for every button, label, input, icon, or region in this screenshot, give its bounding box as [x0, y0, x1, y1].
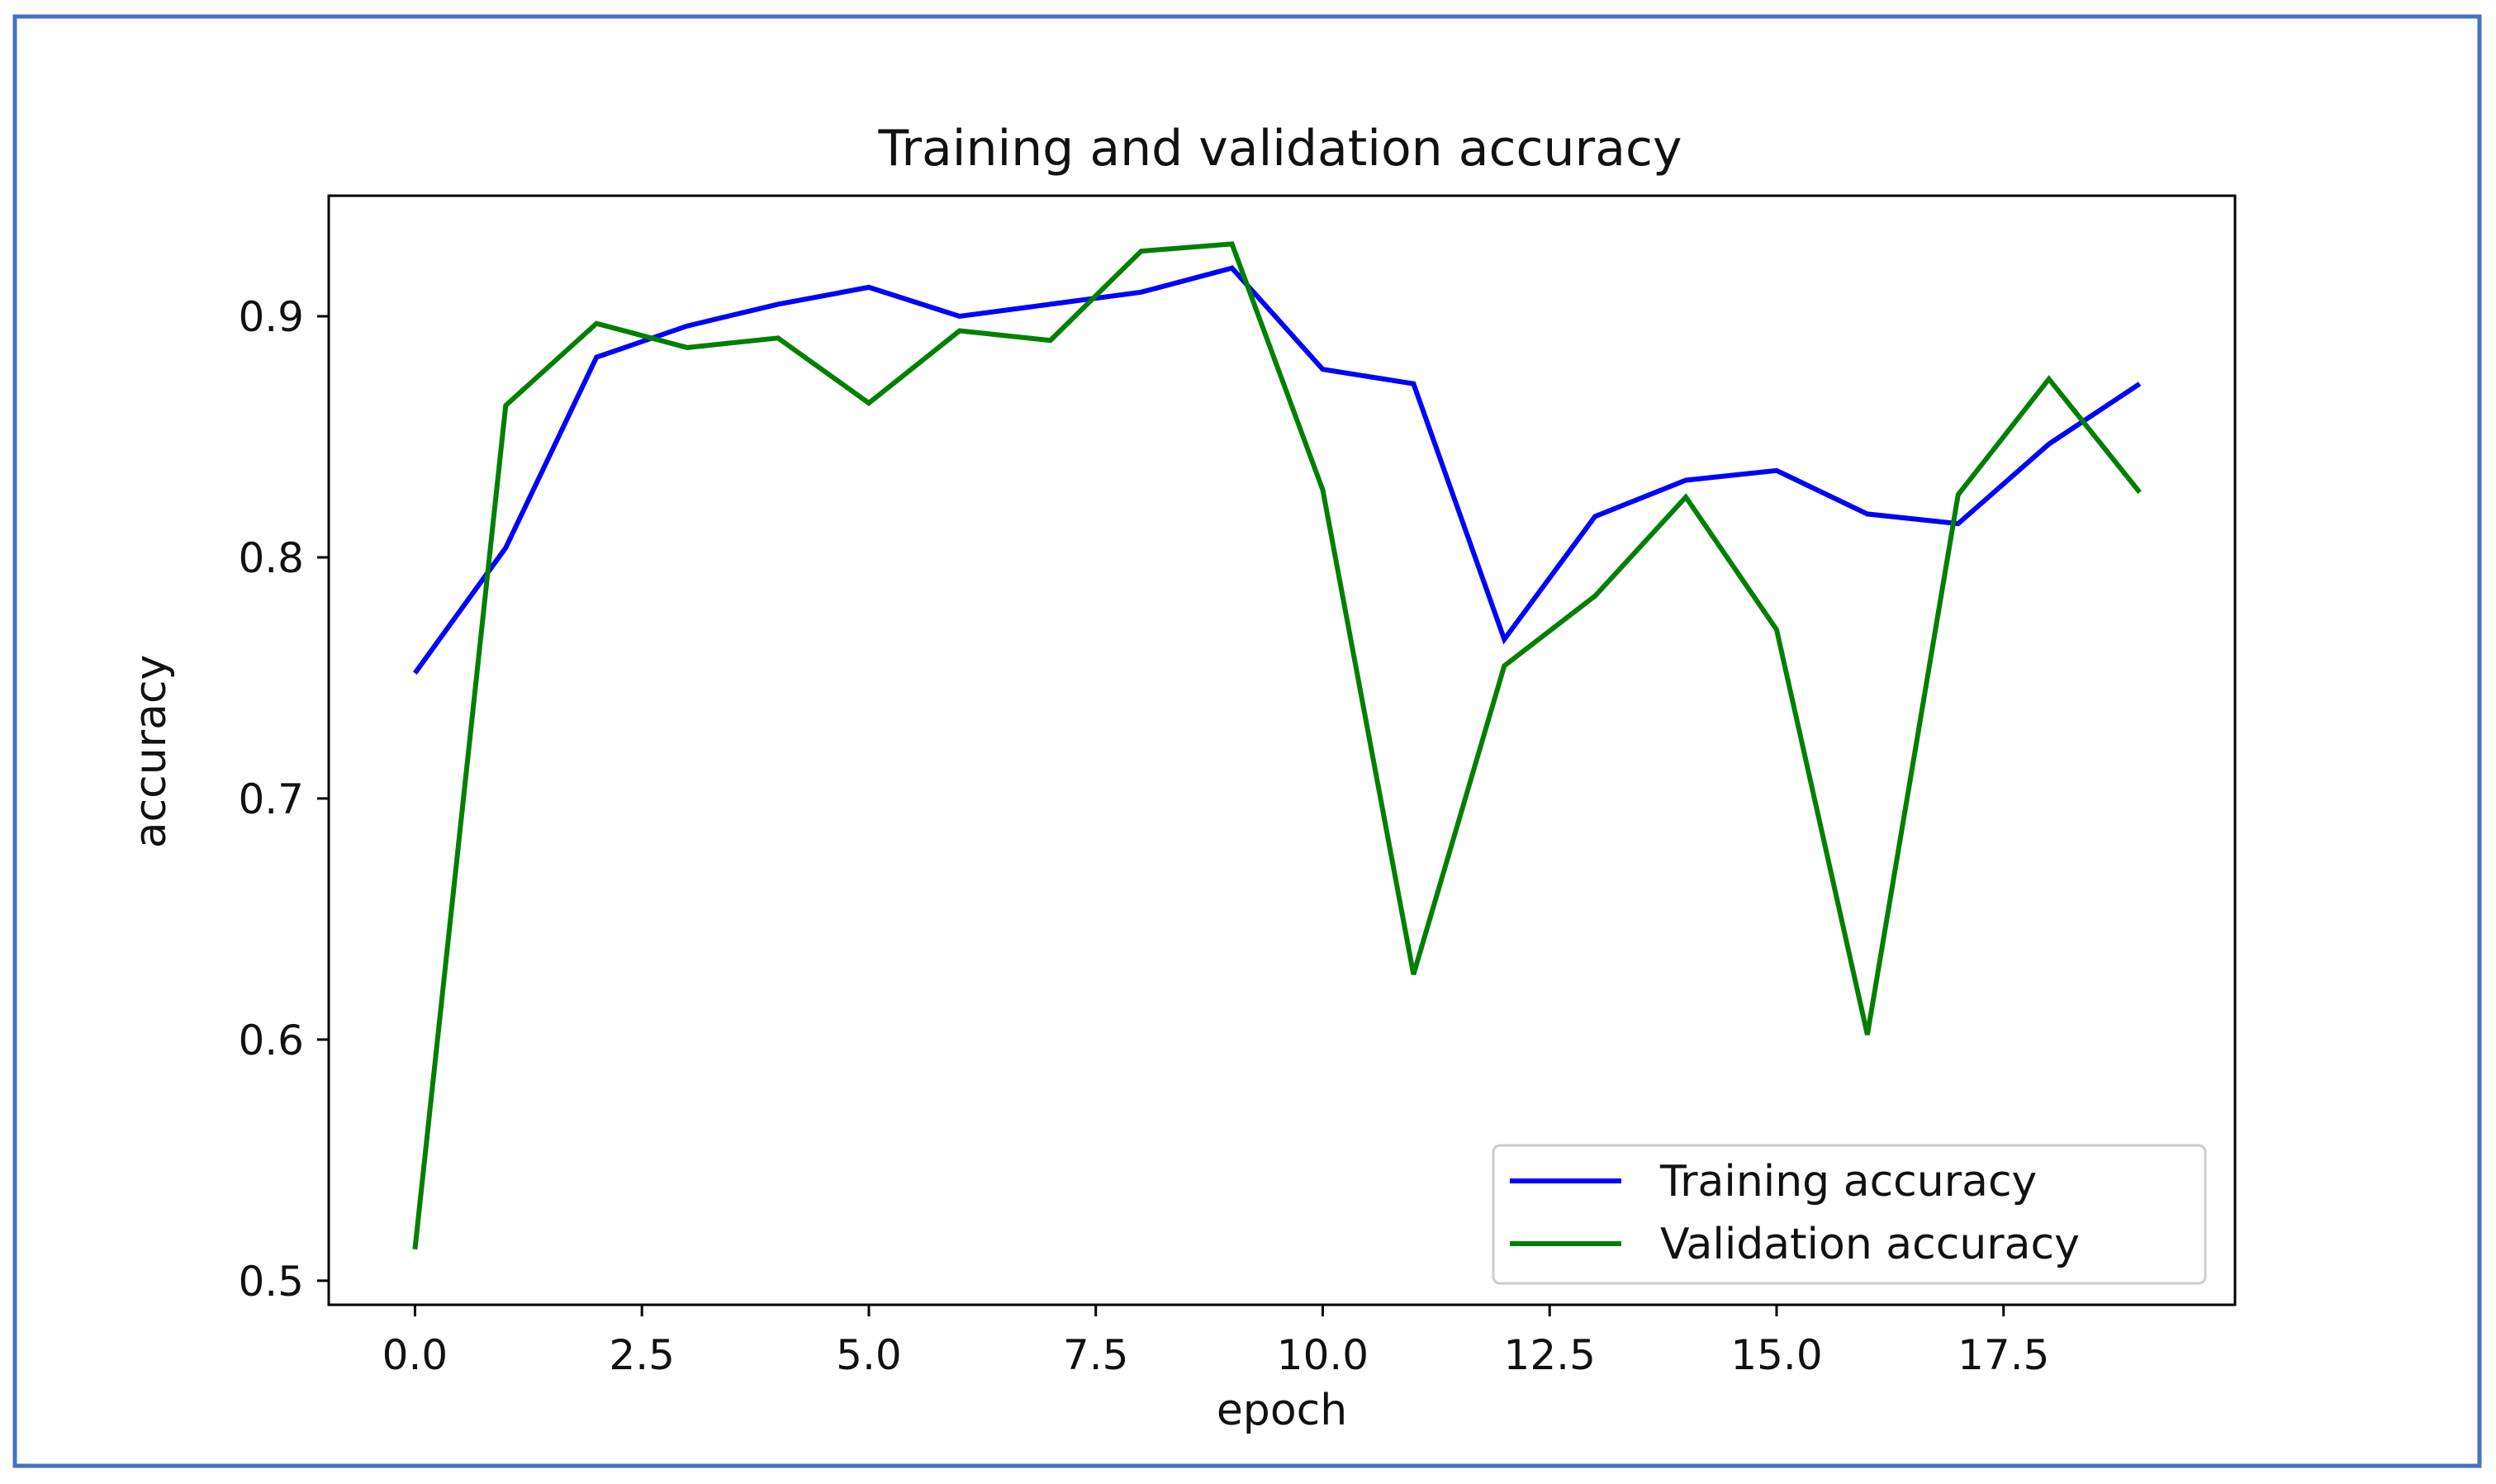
x-tick-label: 17.5 [1957, 1331, 2049, 1379]
x-tick-label: 7.5 [1063, 1331, 1129, 1379]
x-tick-label: 0.0 [382, 1331, 448, 1379]
y-axis-label: accuracy [126, 655, 176, 849]
x-tick-label: 15.0 [1730, 1331, 1822, 1379]
y-axis-ticks: 0.5 0.6 0.7 0.8 0.9 [238, 293, 329, 1306]
x-axis-label: epoch [1217, 1386, 1347, 1435]
legend: Training accuracy Validation accuracy [1492, 1144, 2207, 1285]
plot-area-border [327, 194, 2237, 1306]
series-line-training [412, 265, 2142, 675]
legend-label-validation: Validation accuracy [1660, 1220, 2080, 1269]
y-tick-label: 0.7 [238, 775, 304, 823]
y-tick-label: 0.5 [238, 1258, 304, 1306]
series-layer [412, 241, 2142, 1250]
y-tick-label: 0.6 [238, 1017, 304, 1064]
x-tick-label: 2.5 [609, 1331, 675, 1379]
x-tick-label: 10.0 [1277, 1331, 1369, 1379]
x-tick-label: 5.0 [836, 1331, 902, 1379]
x-tick-label: 12.5 [1504, 1331, 1596, 1379]
y-tick-label: 0.9 [238, 293, 304, 341]
chart-title: Training and validation accuracy [878, 120, 1682, 178]
legend-label-training: Training accuracy [1659, 1157, 2037, 1207]
series-line-validation [412, 241, 2142, 1250]
x-axis-ticks: 0.0 2.5 5.0 7.5 10.0 12.5 15.0 17.5 [382, 1305, 2049, 1379]
y-tick-label: 0.8 [238, 534, 304, 582]
legend-box [1492, 1144, 2207, 1285]
